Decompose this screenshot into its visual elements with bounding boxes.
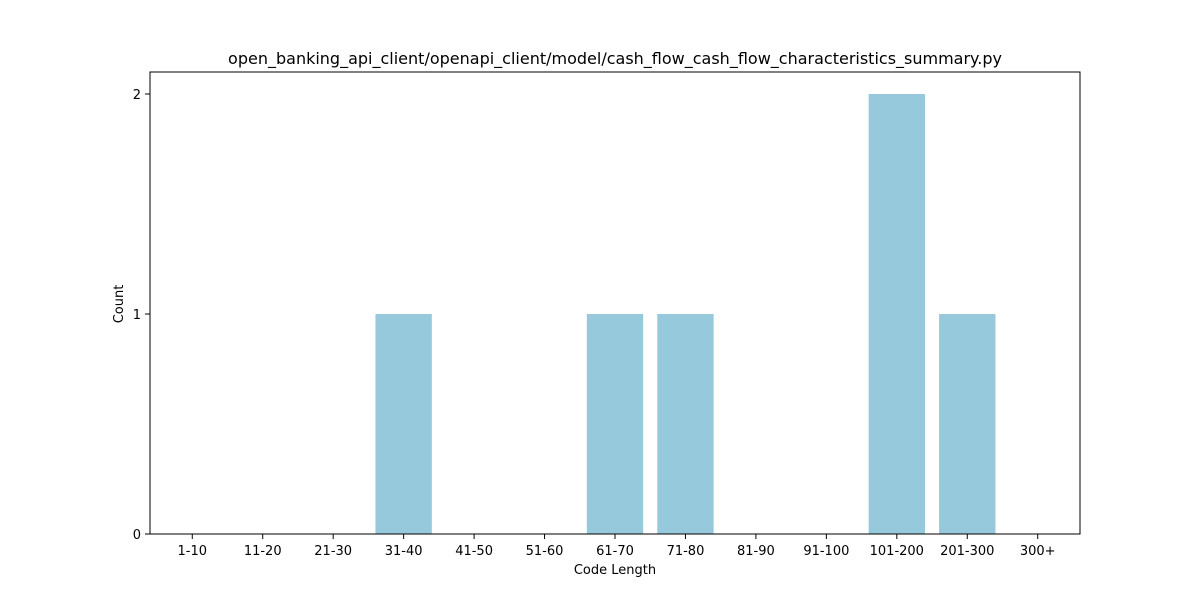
x-tick-label: 71-80 <box>667 544 705 559</box>
bars-layer <box>375 94 996 534</box>
bar-101-200 <box>868 94 925 534</box>
x-tick-label: 61-70 <box>596 544 634 559</box>
y-tick-label: 0 <box>133 528 141 543</box>
y-axis-label: Count <box>112 285 127 324</box>
x-tick-label: 51-60 <box>526 544 564 559</box>
x-tick-label: 41-50 <box>455 544 493 559</box>
y-tick-label: 1 <box>133 308 141 323</box>
x-tick-label: 91-100 <box>803 544 849 559</box>
x-tick-label: 101-200 <box>870 544 924 559</box>
bar-71-80 <box>657 314 714 534</box>
x-tick-label: 81-90 <box>737 544 775 559</box>
bar-31-40 <box>375 314 432 534</box>
y-tick-label: 2 <box>133 88 141 103</box>
x-tick-label: 300+ <box>1020 544 1056 559</box>
chart-title: open_banking_api_client/openapi_client/m… <box>228 49 1002 69</box>
x-tick-label: 11-20 <box>244 544 282 559</box>
x-tick-label: 31-40 <box>385 544 423 559</box>
bar-61-70 <box>586 314 644 534</box>
x-tick-label: 1-10 <box>178 544 208 559</box>
ticks-layer: 1-10 11-20 21-30 31-40 41-50 51-60 61-70 71-80 8… <box>133 88 1056 559</box>
x-tick-label: 21-30 <box>314 544 352 559</box>
x-axis-label: Code Length <box>574 563 656 578</box>
bar-201-300 <box>939 314 996 534</box>
x-tick-label: 201-300 <box>940 544 994 559</box>
